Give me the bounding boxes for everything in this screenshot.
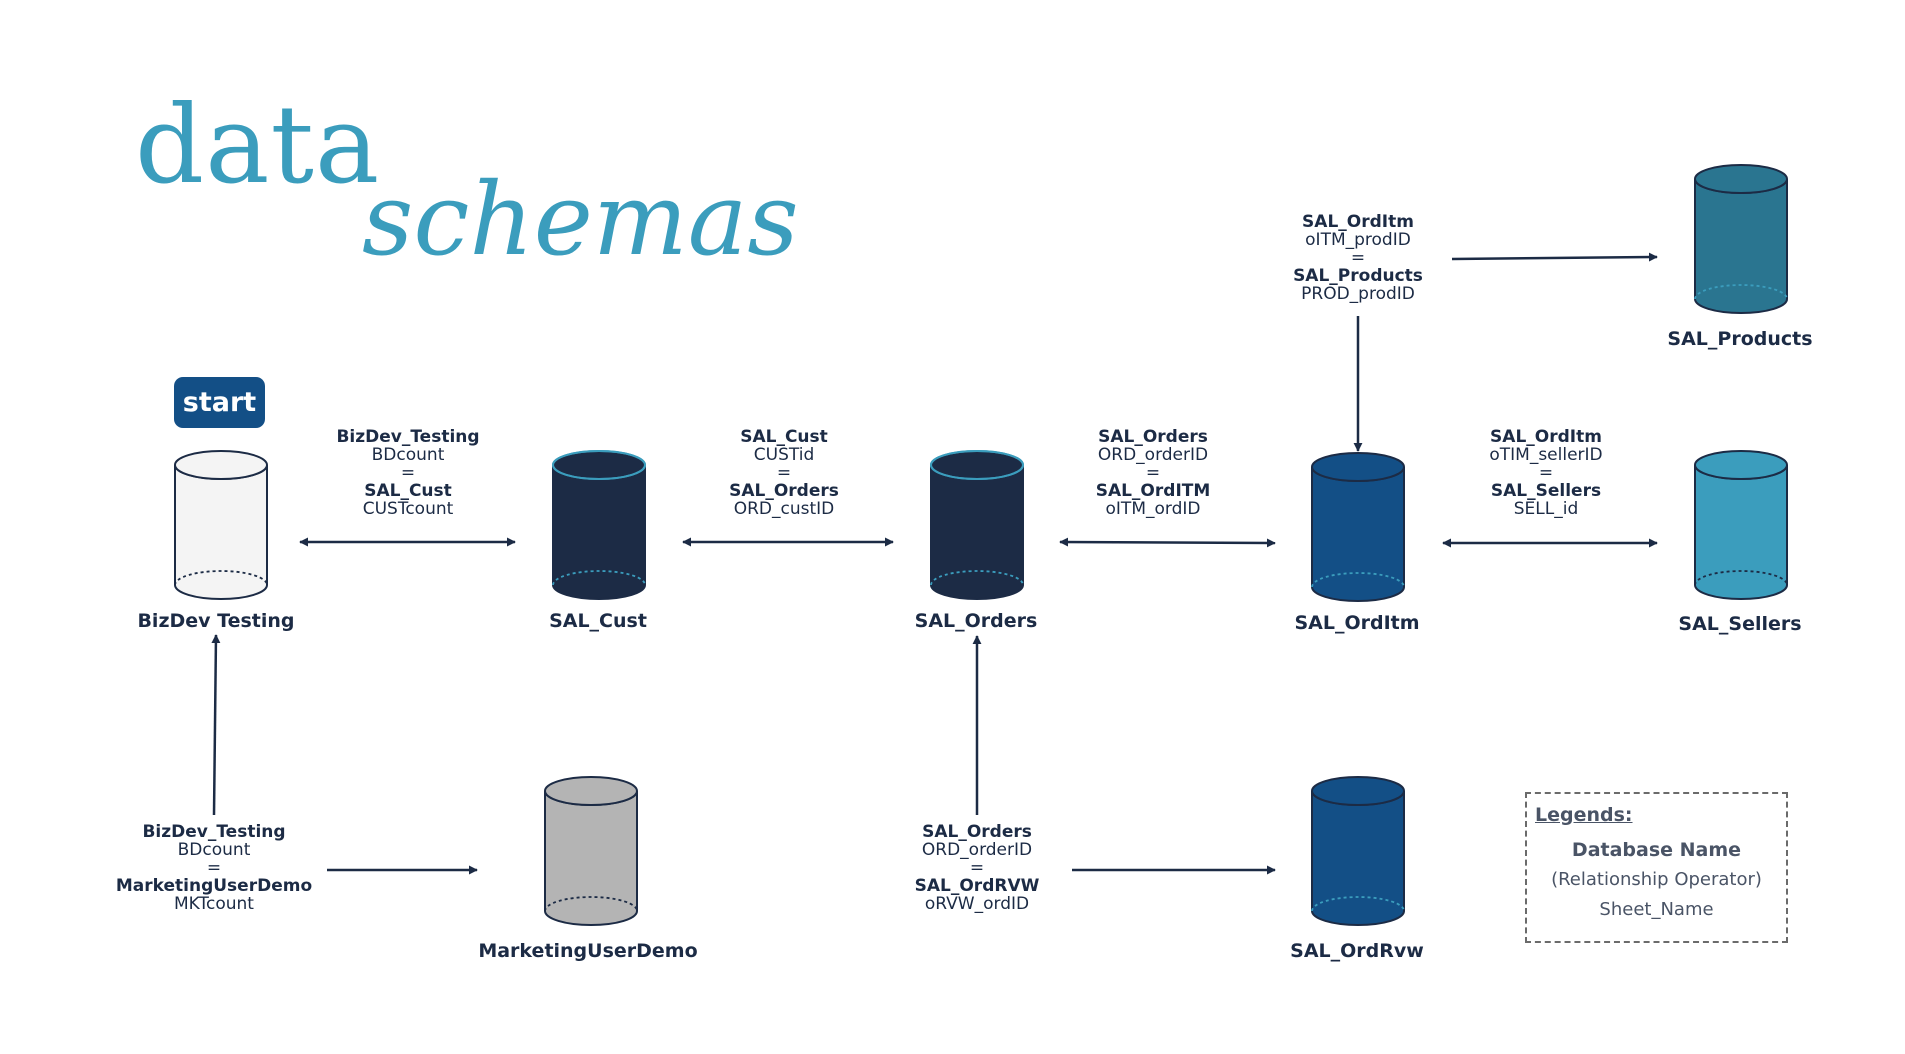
relation-orditm-products: SAL_OrdItm oITM_prodID = SAL_Products PR… xyxy=(1238,213,1478,303)
sal-sellers-cylinder xyxy=(1694,450,1788,600)
sal-products-cylinder xyxy=(1694,164,1788,314)
db-label-sal-ordrvw: SAL_OrdRvw xyxy=(1290,940,1424,962)
relation-operator: = xyxy=(400,463,416,483)
relation-db2: SAL_Orders xyxy=(729,481,839,501)
db-label-sal-sellers: SAL_Sellers xyxy=(1678,613,1802,635)
db-label-bizdev-testing: BizDev Testing xyxy=(137,610,295,632)
arrow-to-products xyxy=(1451,252,1658,262)
sal-orditm-cylinder xyxy=(1311,452,1405,602)
relation-field1: ORD_orderID xyxy=(1097,445,1209,465)
relation-db1: SAL_Orders xyxy=(1098,427,1208,447)
relation-field1: BDcount xyxy=(177,840,251,860)
legend-database-name: Database Name xyxy=(1571,839,1742,861)
relation-cust-orders: SAL_Cust CUSTid = SAL_Orders ORD_custID xyxy=(664,428,904,518)
relation-orditm-sellers: SAL_OrdItm oTIM_sellerID = SAL_Sellers S… xyxy=(1426,428,1666,518)
legend-title: Legends: xyxy=(1535,804,1633,826)
title-schemas: schemas xyxy=(362,161,799,278)
sal-cust-cylinder xyxy=(552,450,646,600)
arrow-to-bizdev xyxy=(211,634,221,816)
relation-operator: = xyxy=(776,463,792,483)
relation-field2: oITM_ordID xyxy=(1105,499,1201,519)
relation-db2: SAL_OrdITM xyxy=(1095,481,1211,501)
relation-field2: PROD_prodID xyxy=(1301,284,1415,304)
relation-db2: SAL_OrdRVW xyxy=(914,876,1040,896)
relation-field2: ORD_custID xyxy=(733,499,835,519)
relation-field1: ORD_orderID xyxy=(921,840,1033,860)
marketing-user-demo-cylinder xyxy=(544,776,638,926)
relation-field2: oRVW_ordID xyxy=(924,894,1030,914)
sal-ordrvw-cylinder xyxy=(1311,776,1405,926)
db-label-marketing-user-demo: MarketingUserDemo xyxy=(478,940,698,962)
relation-field1: oITM_prodID xyxy=(1305,230,1411,250)
relation-db2: MarketingUserDemo xyxy=(115,876,313,896)
relation-db1: SAL_Orders xyxy=(922,822,1032,842)
relation-db1: SAL_OrdItm xyxy=(1490,427,1602,447)
relation-db1: SAL_OrdItm xyxy=(1302,212,1414,232)
db-label-sal-orders: SAL_Orders xyxy=(914,610,1038,632)
relation-orders-ordrvw: SAL_Orders ORD_orderID = SAL_OrdRVW oRVW… xyxy=(857,823,1097,913)
relation-db2: SAL_Cust xyxy=(364,481,452,501)
legend-box: Legends: Database Name (Relationship Ope… xyxy=(1525,792,1788,943)
db-label-sal-orditm: SAL_OrdItm xyxy=(1294,612,1420,634)
legend-sheet-name: Sheet_Name xyxy=(1599,899,1714,920)
relation-db1: SAL_Cust xyxy=(740,427,828,447)
relation-field1: CUSTid xyxy=(753,445,815,465)
relation-db1: BizDev_Testing xyxy=(336,427,480,447)
sal-orders-cylinder xyxy=(930,450,1024,600)
relation-orders-orditm: SAL_Orders ORD_orderID = SAL_OrdITM oITM… xyxy=(1033,428,1273,518)
relation-field2: CUSTcount xyxy=(362,499,454,519)
relation-db2: SAL_Products xyxy=(1293,266,1423,286)
legend-relationship-operator: (Relationship Operator) xyxy=(1551,869,1762,890)
relation-operator: = xyxy=(1350,248,1366,268)
db-label-sal-products: SAL_Products xyxy=(1667,328,1813,350)
relation-operator: = xyxy=(1538,463,1554,483)
relation-field1: BDcount xyxy=(371,445,445,465)
relation-operator: = xyxy=(969,858,985,878)
start-badge: start xyxy=(174,377,265,428)
relation-field2: SELL_id xyxy=(1513,499,1579,519)
bizdev-testing-cylinder xyxy=(174,450,268,600)
relation-field2: MKTcount xyxy=(174,894,254,914)
relation-bizdev-marketing: BizDev_Testing BDcount = MarketingUserDe… xyxy=(94,823,334,913)
relation-field1: oTIM_sellerID xyxy=(1489,445,1603,465)
db-label-sal-cust: SAL_Cust xyxy=(549,610,647,632)
relation-operator: = xyxy=(206,858,222,878)
arrow-orders-orditm xyxy=(1059,537,1276,548)
relation-operator: = xyxy=(1145,463,1161,483)
relation-db2: SAL_Sellers xyxy=(1490,481,1602,501)
relation-db1: BizDev_Testing xyxy=(142,822,286,842)
title-data: data xyxy=(135,83,381,208)
relation-bizdev-cust: BizDev_Testing BDcount = SAL_Cust CUSTco… xyxy=(288,428,528,518)
